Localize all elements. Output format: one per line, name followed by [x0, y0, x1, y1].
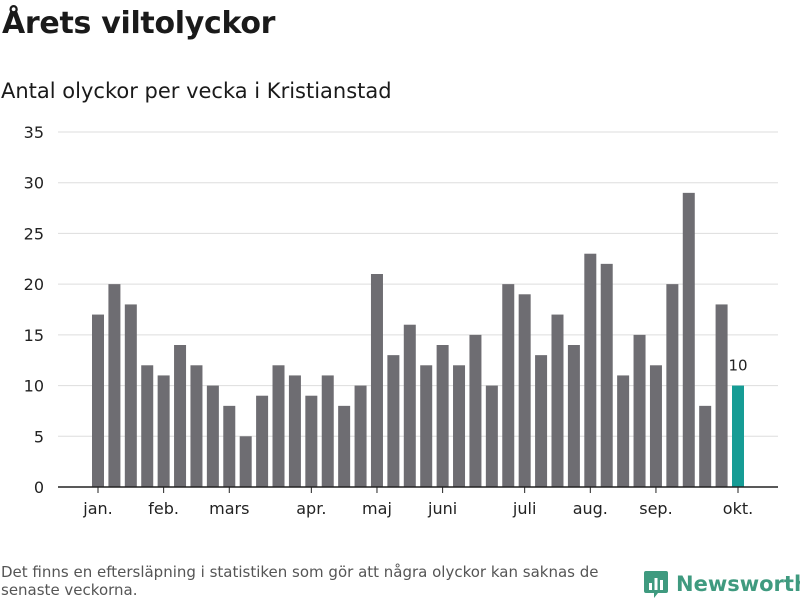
- x-tick-label: mars: [209, 499, 249, 518]
- bar: [617, 375, 630, 487]
- bar: [600, 263, 613, 487]
- bar: [223, 405, 236, 487]
- y-tick-label: 0: [34, 478, 44, 497]
- brand-name: Newsworthy: [676, 572, 800, 596]
- bar: [502, 284, 515, 487]
- bar: [157, 375, 170, 487]
- bar: [420, 365, 433, 487]
- footer-note: Det finns en eftersläpning i statistiken…: [1, 563, 599, 599]
- y-tick-label: 25: [24, 224, 44, 243]
- bar-chart: 0 5 10 15 20 25 30 35 10 jan. feb. mars apr. maj juni j…: [24, 123, 778, 518]
- bar: [453, 365, 466, 487]
- bar: [239, 436, 252, 487]
- y-tick-label: 35: [24, 123, 44, 142]
- bar: [666, 284, 679, 487]
- x-tick-label: okt.: [723, 499, 753, 518]
- data-label: 10: [728, 357, 747, 375]
- bar: [403, 324, 416, 487]
- bar: [699, 405, 712, 487]
- bar: [535, 355, 548, 487]
- bar: [715, 304, 728, 487]
- chart-title: Årets viltolyckor: [2, 6, 276, 41]
- bar: [567, 345, 580, 487]
- bar-highlight: [732, 385, 744, 487]
- bar: [469, 334, 482, 487]
- bar: [206, 385, 219, 487]
- chart-subtitle: Antal olyckor per vecka i Kristianstad: [1, 79, 392, 103]
- bar: [256, 395, 269, 487]
- x-tick-label: sep.: [639, 499, 672, 518]
- x-tick-label: jan.: [82, 499, 112, 518]
- x-tick-label: juli: [512, 499, 536, 518]
- bar: [354, 385, 367, 487]
- y-tick-label: 20: [24, 275, 44, 294]
- bar: [108, 284, 121, 487]
- bar: [518, 294, 531, 487]
- y-tick-label: 10: [24, 377, 44, 396]
- bar: [174, 345, 187, 487]
- bar: [338, 405, 351, 487]
- bar: [436, 345, 449, 487]
- bar: [305, 395, 318, 487]
- x-tick-label: juni: [427, 499, 457, 518]
- x-tick-label: apr.: [296, 499, 326, 518]
- y-tick-label: 15: [24, 326, 44, 345]
- x-tick-label: feb.: [148, 499, 179, 518]
- bar: [551, 314, 564, 487]
- bar: [584, 253, 597, 487]
- bar: [649, 365, 662, 487]
- bar: [387, 355, 400, 487]
- bar: [92, 314, 104, 487]
- y-tick-label: 30: [24, 174, 44, 193]
- y-tick-label: 5: [34, 427, 44, 446]
- bar: [633, 334, 646, 487]
- brand: Newsworthy: [643, 568, 800, 600]
- x-tick-label: maj: [362, 499, 392, 518]
- bar: [288, 375, 301, 487]
- bar: [682, 192, 695, 488]
- newsworthy-logo-icon: [644, 571, 668, 598]
- bar: [141, 365, 154, 487]
- x-tick-label: aug.: [573, 499, 608, 518]
- bar: [321, 375, 334, 487]
- bar: [124, 304, 137, 487]
- bar: [190, 365, 203, 487]
- bar: [370, 274, 383, 487]
- bar: [485, 385, 498, 487]
- bar: [272, 365, 285, 487]
